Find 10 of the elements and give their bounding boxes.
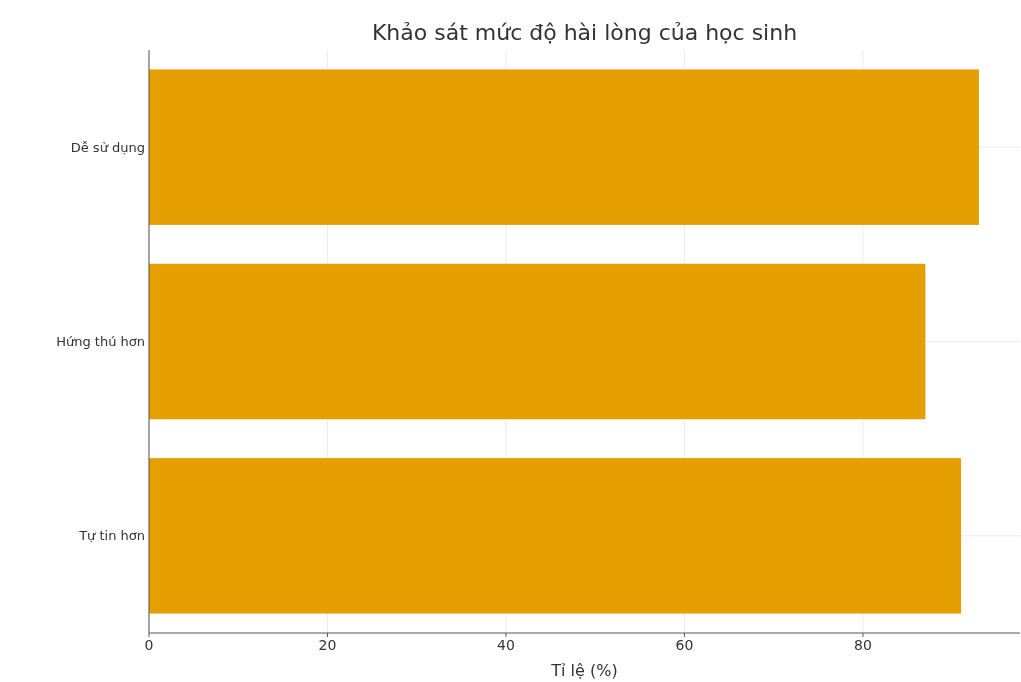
x-tick-label: 80	[854, 637, 872, 653]
x-axis-title: Tỉ lệ (%)	[550, 661, 618, 680]
x-tick-label: 20	[318, 637, 337, 653]
x-tick-label: 0	[144, 637, 154, 653]
chart-title: Khảo sát mức độ hài lòng của học sinh	[371, 20, 798, 45]
y-tick-label: Hứng thú hơn	[56, 334, 145, 350]
y-tick-label: Dễ sử dụng	[70, 139, 145, 155]
x-tick-label: 60	[675, 637, 694, 653]
y-tick-label: Tự tin hơn	[78, 528, 145, 544]
x-tick-label: 40	[497, 637, 515, 653]
